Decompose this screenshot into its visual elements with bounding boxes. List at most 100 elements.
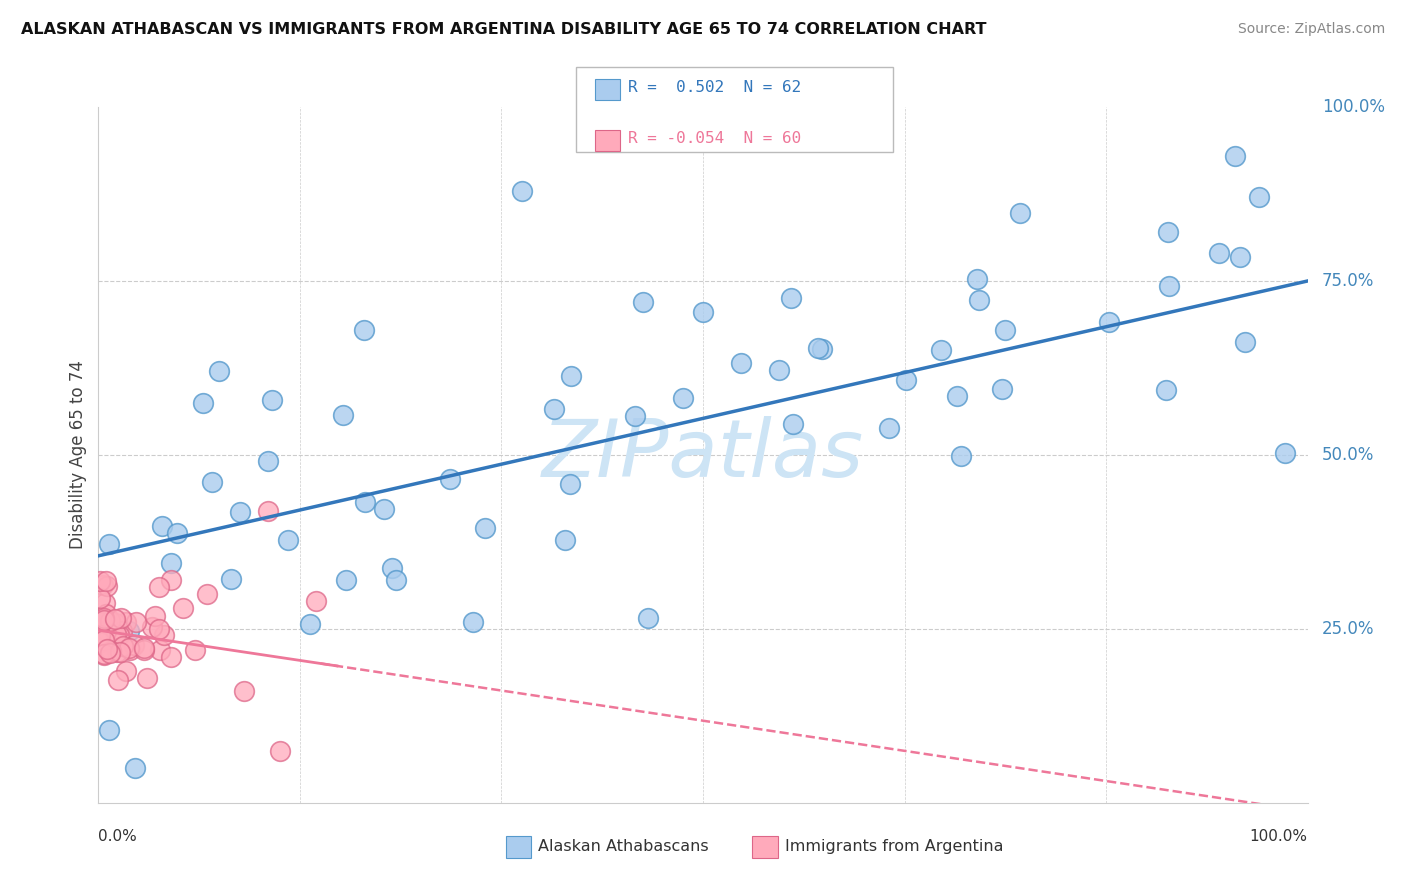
Point: [780, 292, 803, 306]
Point: [558, 477, 581, 491]
Point: [111, 624, 134, 639]
Text: Alaskan Athabascans: Alaskan Athabascans: [538, 839, 709, 855]
Point: [118, 640, 141, 655]
Point: [353, 323, 375, 337]
Point: [98, 646, 121, 660]
Text: Immigrants from Argentina: Immigrants from Argentina: [785, 839, 1002, 855]
Point: [298, 616, 321, 631]
Point: [104, 616, 127, 631]
Text: 100.0%: 100.0%: [1322, 98, 1385, 116]
Point: [160, 557, 183, 571]
Point: [98, 723, 121, 738]
Point: [149, 643, 172, 657]
Point: [554, 533, 576, 547]
Point: [89, 635, 111, 649]
Text: 100.0%: 100.0%: [1250, 830, 1308, 844]
Point: [1208, 245, 1230, 260]
Point: [692, 305, 714, 319]
Point: [122, 638, 145, 652]
Text: 0.0%: 0.0%: [98, 830, 138, 844]
Point: [94, 633, 117, 648]
Point: [768, 362, 790, 376]
Point: [332, 408, 354, 422]
Point: [1223, 149, 1246, 163]
Point: [89, 591, 111, 605]
Text: 50.0%: 50.0%: [1322, 446, 1375, 464]
Point: [193, 396, 215, 410]
Point: [93, 633, 115, 648]
Point: [160, 573, 183, 587]
Point: [560, 368, 582, 383]
Point: [91, 578, 114, 592]
Point: [1229, 250, 1251, 264]
Point: [946, 389, 969, 403]
Point: [114, 615, 136, 630]
Point: [132, 640, 155, 655]
Point: [1249, 190, 1271, 204]
Point: [148, 580, 170, 594]
Point: [166, 526, 188, 541]
Point: [89, 631, 111, 645]
Point: [1154, 383, 1177, 397]
Point: [354, 495, 377, 509]
Point: [631, 294, 654, 309]
Point: [373, 501, 395, 516]
Point: [232, 684, 254, 698]
Point: [98, 614, 121, 628]
Point: [89, 615, 111, 629]
Point: [381, 560, 404, 574]
Point: [277, 533, 299, 548]
Point: [94, 574, 117, 589]
Point: [200, 475, 222, 490]
Point: [623, 409, 645, 424]
Point: [105, 627, 128, 641]
Point: [105, 645, 128, 659]
Point: [118, 643, 141, 657]
Text: R =  0.502  N = 62: R = 0.502 N = 62: [628, 80, 801, 95]
Point: [543, 401, 565, 416]
Point: [260, 393, 283, 408]
Point: [1157, 279, 1180, 293]
Point: [1098, 315, 1121, 329]
Y-axis label: Disability Age 65 to 74: Disability Age 65 to 74: [69, 360, 87, 549]
Point: [97, 536, 120, 550]
Point: [112, 640, 135, 654]
Point: [894, 374, 917, 388]
Point: [672, 391, 695, 405]
Point: [148, 622, 170, 636]
Point: [132, 643, 155, 657]
Point: [104, 612, 127, 626]
Point: [229, 505, 252, 519]
Point: [96, 579, 118, 593]
Point: [1233, 334, 1256, 349]
Point: [305, 594, 328, 608]
Text: R = -0.054  N = 60: R = -0.054 N = 60: [628, 131, 801, 145]
Point: [966, 271, 988, 285]
Point: [110, 611, 132, 625]
Point: [807, 341, 830, 355]
Point: [93, 610, 115, 624]
Point: [637, 611, 659, 625]
Point: [172, 601, 194, 615]
Point: [94, 597, 117, 611]
Point: [335, 573, 357, 587]
Point: [93, 613, 115, 627]
Text: ALASKAN ATHABASCAN VS IMMIGRANTS FROM ARGENTINA DISABILITY AGE 65 TO 74 CORRELAT: ALASKAN ATHABASCAN VS IMMIGRANTS FROM AR…: [21, 22, 987, 37]
Point: [994, 323, 1017, 337]
Point: [141, 620, 163, 634]
Point: [730, 356, 752, 370]
Point: [124, 761, 146, 775]
Point: [96, 607, 118, 622]
Point: [125, 615, 148, 629]
Point: [929, 343, 952, 358]
Point: [91, 632, 114, 646]
Point: [93, 648, 115, 662]
Point: [135, 671, 157, 685]
Point: [257, 454, 280, 468]
Point: [510, 184, 533, 198]
Point: [98, 612, 121, 626]
Point: [96, 642, 118, 657]
Point: [89, 629, 111, 643]
Point: [100, 643, 122, 657]
Point: [782, 417, 804, 431]
